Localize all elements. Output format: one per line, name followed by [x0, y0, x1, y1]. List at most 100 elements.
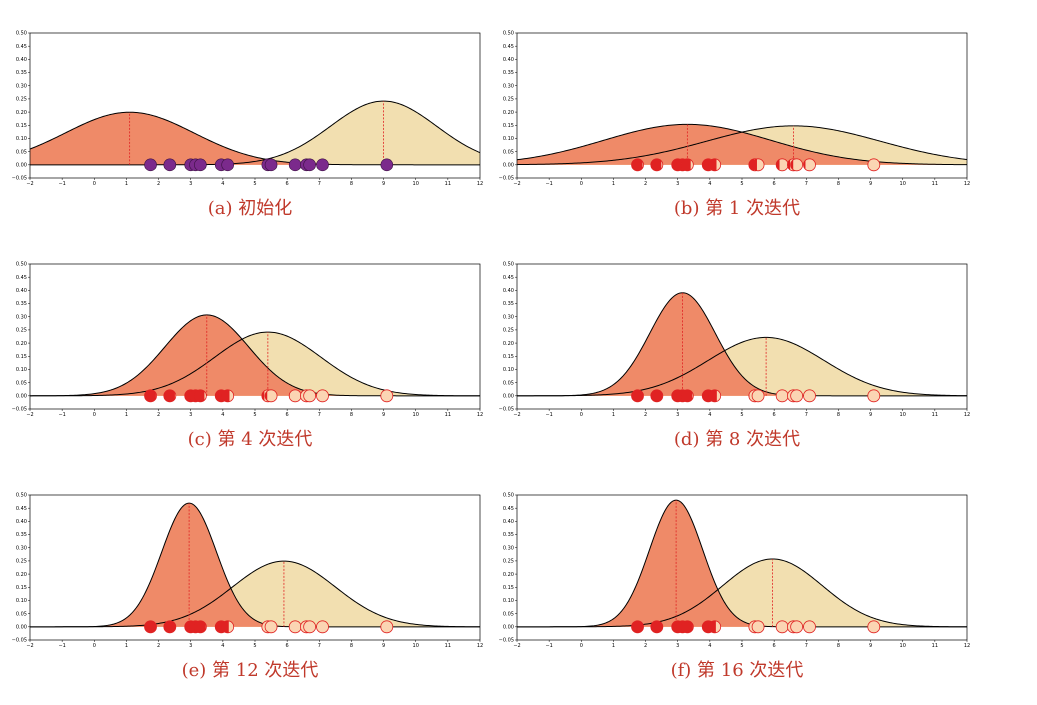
- data-point: [751, 389, 765, 403]
- x-tick-label: 2: [157, 643, 160, 649]
- y-tick-label: 0.50: [503, 31, 514, 37]
- y-tick-label: 0.30: [503, 545, 514, 551]
- y-tick-label: 0.35: [16, 70, 27, 76]
- data-point: [708, 158, 722, 172]
- data-point: [303, 158, 316, 172]
- x-tick-label: 7: [318, 643, 321, 649]
- y-tick-label: 0.30: [503, 314, 514, 320]
- y-tick-label: 0.20: [503, 341, 514, 347]
- y-tick-label: 0.30: [16, 83, 27, 89]
- data-point: [194, 158, 207, 172]
- y-tick-label: 0.15: [503, 354, 514, 360]
- data-point: [680, 389, 694, 403]
- y-tick-label: 0.50: [16, 493, 27, 499]
- y-tick-label: 0.25: [503, 559, 514, 565]
- x-tick-label: 2: [644, 643, 647, 649]
- x-tick-label: −1: [545, 412, 552, 418]
- x-tick-label: 10: [900, 181, 906, 187]
- y-tick-label: 0.45: [503, 275, 514, 281]
- x-tick-label: 10: [413, 643, 419, 649]
- density-area-0: [517, 292, 967, 396]
- x-tick-label: 12: [964, 412, 970, 418]
- y-tick-label: 0.20: [16, 110, 27, 116]
- data-point: [288, 158, 302, 172]
- data-point: [751, 158, 765, 172]
- y-tick-label: 0.10: [503, 136, 514, 142]
- y-tick-label: 0.10: [16, 598, 27, 604]
- x-tick-label: −1: [58, 643, 65, 649]
- data-point: [803, 620, 816, 634]
- data-point: [380, 389, 394, 403]
- y-tick-label: 0.05: [503, 149, 514, 155]
- density-curve-0: [517, 292, 967, 397]
- x-tick-label: 7: [318, 412, 321, 418]
- data-point: [316, 389, 329, 403]
- y-tick-label: 0.15: [16, 123, 27, 129]
- x-tick-label: −1: [58, 412, 65, 418]
- y-tick-label: 0.45: [16, 506, 27, 512]
- x-tick-label: 1: [612, 181, 615, 187]
- x-tick-label: 0: [580, 181, 583, 187]
- x-tick-label: 6: [286, 181, 289, 187]
- data-point: [790, 620, 804, 634]
- y-tick-label: 0.05: [503, 380, 514, 386]
- data-point: [680, 158, 694, 172]
- data-point: [708, 620, 722, 634]
- y-tick-label: 0.20: [503, 110, 514, 116]
- y-tick-label: 0.20: [16, 341, 27, 347]
- y-tick-label: 0.00: [16, 394, 27, 400]
- density-area-1: [517, 337, 967, 396]
- y-tick-label: 0.35: [16, 301, 27, 307]
- chart-c: −2 −1 0 1 2 3 4 5 6 7 8 9 10 11 12−0.050.000.050.100.1…: [12, 262, 484, 418]
- y-tick-label: 0.40: [16, 519, 27, 525]
- y-tick-label: −0.05: [499, 407, 514, 413]
- x-tick-label: 8: [837, 643, 840, 649]
- data-point: [650, 620, 664, 634]
- y-tick-label: 0.15: [16, 585, 27, 591]
- x-tick-label: 1: [125, 412, 128, 418]
- data-point: [380, 158, 394, 172]
- y-tick-label: 0.05: [16, 149, 27, 155]
- data-point: [650, 389, 664, 403]
- y-tick-label: −0.05: [12, 176, 27, 182]
- data-point: [221, 620, 235, 634]
- x-tick-label: 12: [964, 643, 970, 649]
- density-curve-1: [517, 336, 967, 397]
- y-tick-label: 0.40: [503, 288, 514, 294]
- density-area-0: [30, 112, 480, 165]
- x-tick-label: 12: [477, 412, 483, 418]
- y-tick-label: 0.30: [503, 83, 514, 89]
- x-tick-label: −1: [545, 643, 552, 649]
- x-tick-label: 7: [805, 181, 808, 187]
- x-tick-label: 8: [350, 412, 353, 418]
- y-tick-label: 0.20: [503, 572, 514, 578]
- x-tick-label: 9: [869, 181, 872, 187]
- x-tick-label: 4: [708, 643, 711, 649]
- y-tick-label: 0.30: [16, 545, 27, 551]
- density-area-0: [30, 314, 480, 396]
- data-point: [163, 389, 177, 403]
- x-tick-label: 8: [350, 643, 353, 649]
- data-point: [144, 158, 157, 172]
- y-tick-label: 0.15: [16, 354, 27, 360]
- data-point: [193, 620, 207, 634]
- density-curve-0: [30, 502, 480, 628]
- data-point: [316, 620, 329, 634]
- panel-e: −2 −1 0 1 2 3 4 5 6 7 8 9 10 11 12 −0.05 0.00 0.05 0.10 0.1…: [0, 490, 500, 705]
- data-point: [867, 158, 881, 172]
- y-tick-label: 0.25: [503, 328, 514, 334]
- data-point: [680, 620, 694, 634]
- chart-b: −2 −1 0 1 2 3 4 5 6 7 8 9 10 11 12−0.050.000.050.100.1…: [499, 31, 971, 187]
- chart-e: −2 −1 0 1 2 3 4 5 6 7 8 9 10 11 12−0.050.000.050.100.1…: [12, 493, 484, 649]
- data-point: [380, 620, 394, 634]
- x-tick-label: 0: [93, 643, 96, 649]
- x-tick-label: 10: [413, 412, 419, 418]
- y-tick-label: −0.05: [12, 407, 27, 413]
- x-tick-label: 4: [221, 181, 224, 187]
- x-tick-label: 11: [932, 181, 938, 187]
- x-tick-label: 1: [612, 643, 615, 649]
- x-tick-label: 3: [676, 412, 679, 418]
- x-tick-label: 10: [900, 412, 906, 418]
- x-tick-label: 9: [382, 643, 385, 649]
- x-tick-label: 11: [932, 643, 938, 649]
